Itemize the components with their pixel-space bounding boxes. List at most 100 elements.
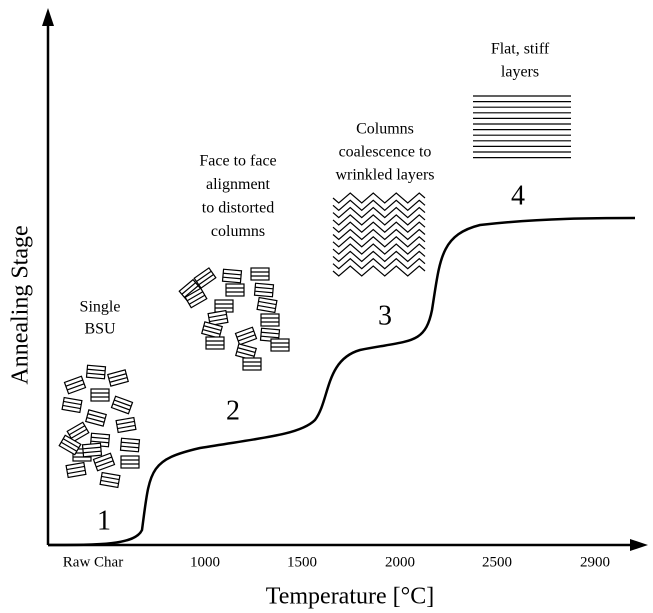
x-tick-label: 1500	[287, 554, 317, 570]
bsu-icon	[201, 321, 223, 339]
wrinkled-layer	[332, 214, 426, 226]
bsu-line	[109, 377, 128, 383]
bsu-line	[202, 329, 221, 335]
bsu-line	[86, 417, 105, 423]
bsu-line	[101, 475, 120, 481]
bsu-line	[65, 379, 83, 387]
bsu-line	[114, 399, 132, 407]
bsu-rect	[214, 299, 234, 313]
bsu-icon	[207, 309, 229, 327]
bsu-line	[83, 450, 102, 454]
bsu-icon	[234, 326, 258, 346]
bsu-rect	[193, 267, 217, 289]
stage-number: 3	[378, 300, 392, 331]
bsu-rect	[260, 313, 280, 327]
bsu-rect	[99, 471, 121, 489]
y-axis-arrow	[42, 8, 54, 26]
bsu-line	[91, 436, 110, 440]
bsu-icon	[110, 395, 134, 415]
stage-caption: layers	[501, 64, 539, 81]
bsu-icon	[58, 434, 82, 456]
stage-number: 2	[226, 395, 240, 426]
bsu-line	[236, 330, 254, 338]
stage-caption: columns	[211, 223, 265, 240]
bsu-icon	[259, 327, 281, 343]
bsu-line	[121, 441, 140, 445]
bsu-line	[255, 286, 274, 290]
bsu-line	[223, 272, 242, 276]
bsu-line	[62, 404, 81, 410]
bsu-line	[198, 273, 214, 286]
bsu-line	[116, 420, 135, 426]
x-tick-label: 1000	[190, 554, 220, 570]
bsu-rect	[225, 283, 245, 297]
bsu-line	[67, 383, 85, 391]
bsu-icon	[250, 267, 270, 281]
bsu-rect	[81, 442, 103, 458]
bsu-icon	[242, 357, 262, 371]
bsu-icon	[107, 369, 129, 387]
bsu-line	[203, 325, 222, 331]
bsu-line	[237, 347, 256, 353]
bsu-icon	[81, 442, 103, 458]
bsu-rect	[250, 267, 270, 281]
x-axis-label: Temperature [°C]	[266, 584, 435, 610]
bsu-line	[257, 304, 276, 310]
bsu-icon	[221, 268, 243, 284]
bsu-line	[238, 334, 256, 342]
bsu-rect	[253, 282, 275, 298]
bsu-icon	[253, 282, 275, 298]
bsu-rect	[120, 455, 140, 469]
x-tick-label: Raw Char	[63, 554, 123, 570]
bsu-rect	[90, 388, 110, 402]
bsu-line	[112, 403, 130, 411]
stage-caption: coalescence to	[339, 144, 432, 161]
bsu-icon	[184, 287, 208, 309]
bsu-rect	[270, 338, 290, 352]
stage-caption: Flat, stiff	[491, 41, 550, 58]
wrinkled-layer	[332, 221, 426, 233]
bsu-line	[208, 313, 227, 319]
bsu-icon	[99, 471, 121, 489]
bsu-icon	[65, 461, 87, 479]
bsu-icon	[270, 338, 290, 352]
x-axis-arrow	[630, 539, 648, 551]
bsu-icon	[205, 336, 225, 350]
bsu-icon	[260, 313, 280, 327]
x-tick-label: 2500	[482, 554, 512, 570]
bsu-line	[82, 446, 101, 450]
wrinkled-layer	[332, 265, 426, 277]
wrinkled-layer	[332, 257, 426, 270]
x-tick-label: 2900	[580, 554, 610, 570]
stage-caption: to distorted	[202, 200, 274, 217]
wrinkled-layer	[332, 236, 426, 248]
bsu-rect	[205, 336, 225, 350]
bsu-line	[62, 438, 80, 449]
bsu-rect	[207, 309, 229, 327]
bsu-line	[87, 413, 106, 419]
bsu-line	[186, 291, 204, 302]
bsu-line	[66, 465, 85, 471]
annealing-curve	[47, 216, 636, 547]
bsu-icon	[115, 416, 137, 434]
bsu-rect	[256, 296, 278, 314]
bsu-line	[96, 460, 114, 468]
bsu-icon	[90, 388, 110, 402]
bsu-line	[90, 440, 109, 444]
bsu-rect	[65, 461, 87, 479]
bsu-rect	[119, 437, 141, 453]
bsu-icon	[63, 375, 87, 395]
bsu-line	[87, 368, 106, 372]
wrinkled-layer	[332, 228, 426, 241]
bsu-line	[63, 400, 82, 406]
stage-caption: Columns	[356, 121, 414, 138]
bsu-rect	[259, 327, 281, 343]
bsu-line	[100, 479, 119, 485]
bsu-line	[254, 290, 273, 294]
bsu-line	[260, 335, 279, 339]
bsu-line	[188, 294, 206, 305]
icons	[58, 95, 571, 489]
stage-caption: Single	[80, 299, 121, 316]
bsu-line	[68, 425, 86, 436]
